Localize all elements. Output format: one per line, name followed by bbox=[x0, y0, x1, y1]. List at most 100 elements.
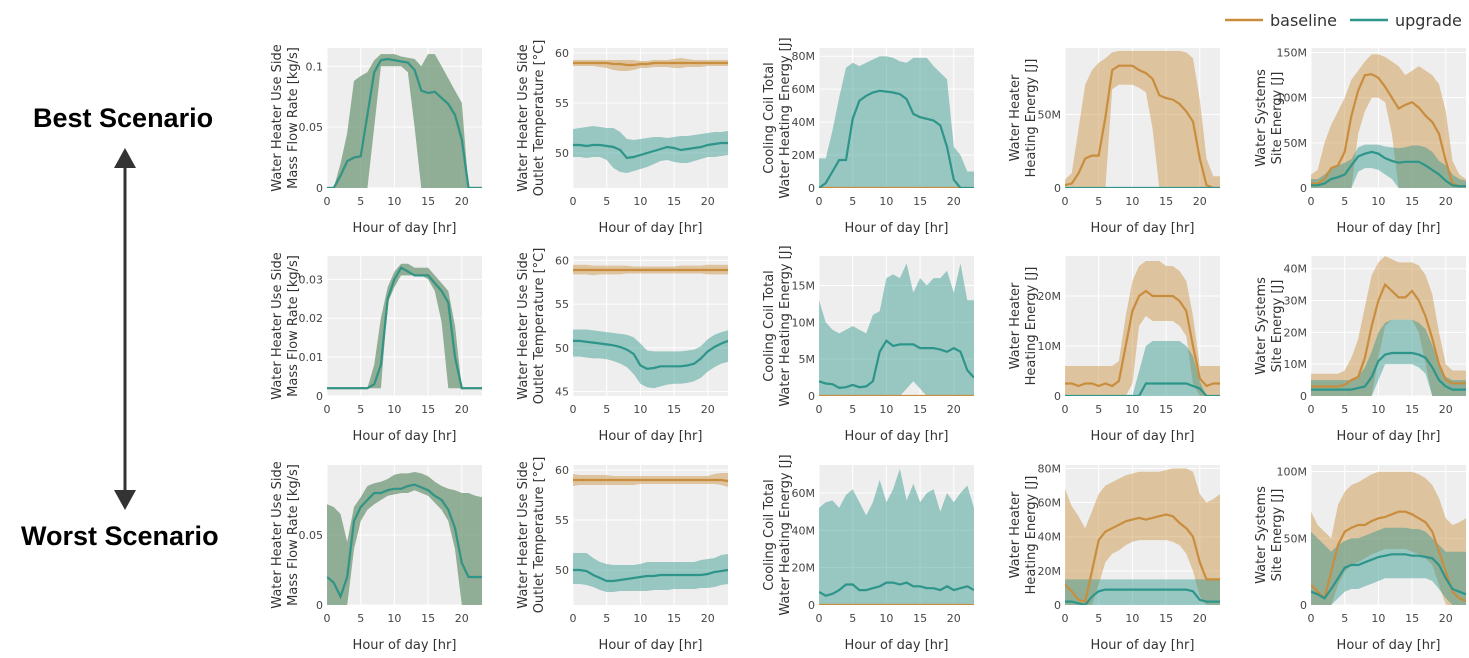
x-tick-label: 15 bbox=[913, 195, 927, 208]
x-tick-label: 20 bbox=[947, 195, 961, 208]
x-axis-label: Hour of day [hr] bbox=[1337, 638, 1441, 653]
y-tick-label: 5M bbox=[799, 353, 816, 366]
y-axis-label: Water SystemsSite Energy [J] bbox=[1254, 486, 1285, 584]
x-tick-label: 15 bbox=[1405, 403, 1419, 416]
chart-panel: 0 5 10 15 20 0 0.01 0.02 0.03 Hour of day [hr] Wat… bbox=[270, 252, 482, 444]
y-tick-label: 0 bbox=[808, 390, 815, 403]
x-tick-label: 10 bbox=[1371, 403, 1385, 416]
y-axis-label: Cooling Coil TotalWater Heating Energy [… bbox=[762, 37, 793, 198]
x-tick-label: 5 bbox=[1095, 195, 1102, 208]
baseline-mean-line bbox=[1311, 282, 1466, 388]
x-axis-label: Hour of day [hr] bbox=[1337, 221, 1441, 236]
x-tick-label: 5 bbox=[357, 403, 364, 416]
y-tick-label: 40M bbox=[792, 524, 816, 537]
x-tick-label: 0 bbox=[816, 403, 823, 416]
y-axis-label: Water Heater Use SideMass Flow Rate [kg/… bbox=[270, 252, 301, 399]
x-tick-label: 0 bbox=[1062, 403, 1069, 416]
best-scenario-label: Best Scenario bbox=[33, 103, 214, 133]
y-tick-label: 0 bbox=[316, 182, 323, 195]
y-tick-label: 0 bbox=[808, 182, 815, 195]
x-tick-label: 0 bbox=[1308, 403, 1315, 416]
baseline-mean-line bbox=[1311, 510, 1466, 603]
baseline-range-band bbox=[327, 54, 482, 188]
chart-panel: 0 5 10 15 20 0 50M Hour of day [hr] Water Heater… bbox=[1008, 48, 1220, 236]
upgrade-mean-line bbox=[573, 339, 728, 371]
x-tick-label: 20 bbox=[947, 612, 961, 625]
y-axis-label: Water HeaterHeating Energy [J] bbox=[1008, 267, 1039, 386]
x-tick-label: 5 bbox=[1341, 195, 1348, 208]
y-tick-label: 15M bbox=[792, 279, 816, 292]
x-tick-label: 15 bbox=[421, 612, 435, 625]
y-axis-label: Water Heater Use SideOutlet Temperature … bbox=[516, 40, 547, 197]
x-tick-label: 15 bbox=[667, 612, 681, 625]
worst-scenario-label: Worst Scenario bbox=[21, 521, 219, 551]
baseline-mean-line bbox=[1311, 73, 1466, 188]
y-tick-label: 60M bbox=[792, 83, 816, 96]
x-tick-label: 20 bbox=[1193, 612, 1207, 625]
y-tick-label: 40M bbox=[792, 116, 816, 129]
x-axis-label: Hour of day [hr] bbox=[1091, 638, 1195, 653]
upgrade-range-band bbox=[1065, 579, 1220, 605]
plot-area bbox=[573, 48, 728, 188]
x-tick-label: 15 bbox=[1405, 195, 1419, 208]
legend-item-upgrade: upgrade bbox=[1350, 11, 1462, 30]
upgrade-mean-line bbox=[1311, 150, 1466, 188]
x-axis-label: Hour of day [hr] bbox=[353, 429, 457, 444]
upgrade-range-band bbox=[1065, 341, 1220, 396]
x-tick-label: 20 bbox=[455, 612, 469, 625]
upgrade-range-band bbox=[573, 126, 728, 173]
x-tick-label: 0 bbox=[1062, 612, 1069, 625]
x-tick-label: 5 bbox=[1341, 612, 1348, 625]
x-tick-label: 20 bbox=[1439, 403, 1453, 416]
y-tick-label: 50M bbox=[1284, 137, 1308, 150]
y-axis-label: Water HeaterHeating Energy [J] bbox=[1008, 476, 1039, 595]
x-tick-label: 20 bbox=[701, 403, 715, 416]
upgrade-range-band bbox=[1311, 319, 1466, 396]
x-axis-label: Hour of day [hr] bbox=[599, 221, 703, 236]
x-tick-label: 15 bbox=[1405, 612, 1419, 625]
baseline-range-band bbox=[1065, 50, 1220, 188]
x-tick-label: 20 bbox=[1439, 195, 1453, 208]
x-tick-label: 0 bbox=[1308, 612, 1315, 625]
x-tick-label: 20 bbox=[1439, 612, 1453, 625]
x-tick-label: 20 bbox=[1193, 195, 1207, 208]
y-tick-label: 55 bbox=[555, 514, 569, 527]
y-tick-label: 60 bbox=[555, 464, 569, 477]
upgrade-mean-line bbox=[573, 568, 728, 583]
x-tick-label: 20 bbox=[701, 195, 715, 208]
x-tick-label: 20 bbox=[947, 403, 961, 416]
y-tick-label: 80M bbox=[1038, 462, 1062, 475]
y-tick-label: 20M bbox=[1038, 290, 1062, 303]
y-tick-label: 55 bbox=[555, 298, 569, 311]
y-tick-label: 150M bbox=[1277, 47, 1308, 60]
chart-panel: 0 5 10 15 20 0 50M 100M Hour of day [hr] Water Sy… bbox=[1254, 465, 1466, 653]
baseline-range-band bbox=[1065, 261, 1220, 396]
x-tick-label: 20 bbox=[455, 195, 469, 208]
x-axis-label: Hour of day [hr] bbox=[1337, 429, 1441, 444]
chart-panel: 0 5 10 15 20 0 20M 40M 60M 80M Hour of day [hr] Coo… bbox=[762, 37, 974, 236]
x-tick-label: 10 bbox=[387, 195, 401, 208]
y-tick-label: 100M bbox=[1277, 92, 1308, 105]
x-tick-label: 15 bbox=[421, 403, 435, 416]
upgrade-range-band bbox=[327, 54, 482, 188]
upgrade-mean-line bbox=[819, 581, 974, 597]
x-tick-label: 10 bbox=[1125, 612, 1139, 625]
baseline-mean-line bbox=[573, 478, 728, 483]
upgrade-mean-line bbox=[1311, 351, 1466, 391]
y-tick-label: 20M bbox=[1284, 326, 1308, 339]
upgrade-range-band bbox=[327, 472, 482, 605]
plot-area bbox=[819, 465, 974, 605]
upgrade-range-band bbox=[819, 56, 974, 188]
y-tick-label: 50M bbox=[1038, 108, 1062, 121]
x-tick-label: 0 bbox=[1062, 195, 1069, 208]
y-tick-label: 0.01 bbox=[299, 351, 324, 364]
legend: baseline upgrade bbox=[1225, 11, 1462, 30]
x-tick-label: 20 bbox=[1193, 403, 1207, 416]
y-tick-label: 0 bbox=[316, 390, 323, 403]
x-axis-label: Hour of day [hr] bbox=[353, 221, 457, 236]
y-tick-label: 50 bbox=[555, 342, 569, 355]
y-axis-label: Water Heater Use SideMass Flow Rate [kg/… bbox=[270, 44, 301, 191]
y-tick-label: 60 bbox=[555, 254, 569, 267]
legend-item-baseline: baseline bbox=[1225, 11, 1337, 30]
x-tick-label: 0 bbox=[570, 403, 577, 416]
